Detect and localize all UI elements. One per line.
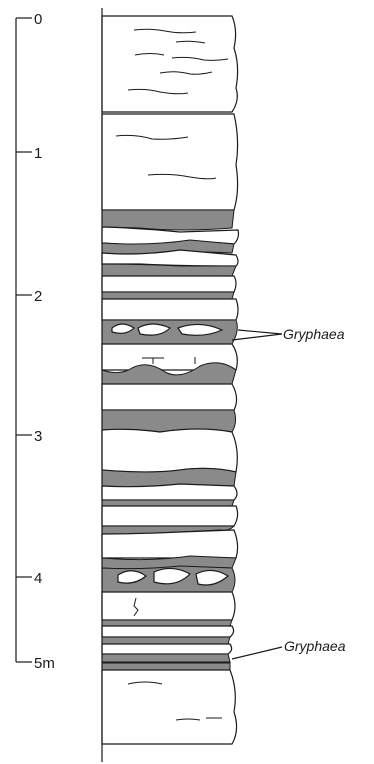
scale-label-5: 5m	[34, 655, 55, 672]
limestone-bed	[101, 275, 237, 293]
lamination	[127, 88, 189, 95]
lamination	[159, 71, 213, 75]
fossil-annotation-lower: Gryphaea	[231, 638, 346, 660]
pointer-line	[231, 333, 283, 341]
shale-bed	[101, 263, 237, 277]
shale-bed	[101, 362, 237, 385]
lamination	[134, 53, 165, 56]
shale-bed	[101, 209, 235, 231]
shale-bed	[101, 409, 237, 433]
limestone-nodule	[177, 323, 224, 336]
limestone-bed	[101, 15, 239, 113]
fossil-annotation-upper: Gryphaea	[231, 326, 345, 342]
limestone-bed	[101, 505, 239, 527]
limestone-nodule	[111, 323, 135, 334]
limestone-bed	[101, 625, 235, 638]
scale-label-1: 1	[34, 145, 42, 162]
pointer-line	[237, 329, 283, 335]
scale-label-0: 0	[34, 11, 42, 28]
fossil-label: Gryphaea	[284, 638, 346, 654]
pointer-line	[231, 646, 283, 660]
lamination	[133, 597, 139, 617]
limestone-nodule	[117, 570, 147, 584]
shale-bed	[101, 291, 235, 300]
lamination	[171, 56, 229, 61]
scale-label-3: 3	[34, 428, 42, 445]
limestone-nodule	[137, 323, 172, 336]
log-column	[101, 8, 240, 762]
limestone-nodule	[153, 567, 191, 585]
limestone-nodule	[195, 569, 230, 586]
limestone-bed	[101, 529, 239, 559]
shale-bed	[101, 636, 231, 645]
limestone-bed	[101, 591, 236, 621]
limestone-bed	[101, 298, 239, 321]
limestone-bed	[101, 643, 233, 655]
lamination	[175, 40, 206, 44]
limestone-bed	[101, 483, 238, 501]
limestone-bed	[101, 383, 238, 411]
lamination	[175, 718, 201, 721]
lamination	[115, 134, 189, 140]
shale-bed	[101, 619, 233, 627]
scale-label-4: 4	[34, 570, 42, 587]
fossil-label: Gryphaea	[283, 326, 345, 342]
scale-label-2: 2	[34, 288, 42, 305]
limestone-bed	[101, 669, 238, 745]
lamination	[133, 28, 197, 34]
lamination	[147, 173, 217, 180]
lamination	[127, 681, 163, 685]
shale-bed	[101, 499, 235, 507]
depth-scale: 0 1 2 3 4 5m	[15, 11, 55, 672]
shale-bed	[101, 662, 231, 671]
shale-bed	[101, 653, 231, 663]
limestone-bed	[101, 113, 239, 211]
limestone-bed	[101, 428, 238, 473]
